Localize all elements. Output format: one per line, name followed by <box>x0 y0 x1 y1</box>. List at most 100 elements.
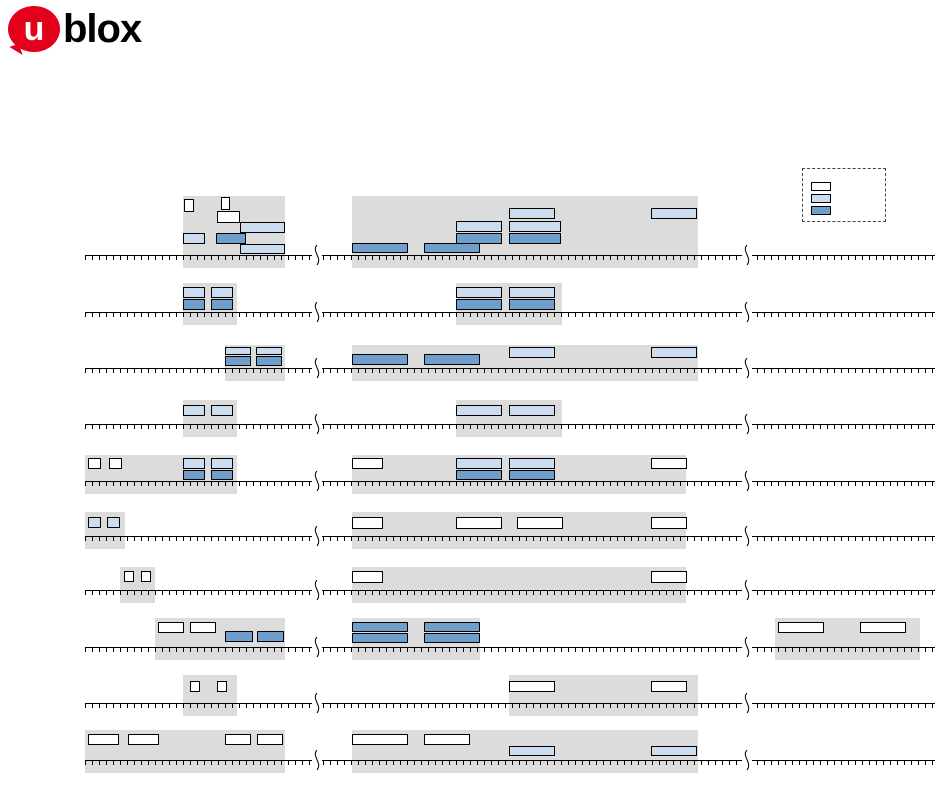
message-box-light <box>256 347 282 355</box>
message-box-dark <box>456 470 502 480</box>
message-box-white <box>651 681 687 692</box>
message-box-light <box>211 405 233 416</box>
axis-break-squiggle <box>740 749 754 771</box>
message-box-light <box>183 233 205 244</box>
timeline-axis-10 <box>85 760 935 761</box>
message-box-white <box>352 734 408 745</box>
message-box-dark <box>424 622 480 632</box>
axis-break-gap <box>312 589 322 597</box>
axis-break-gap <box>312 254 322 262</box>
message-box-light <box>509 405 555 416</box>
timeline-axis-4 <box>85 424 935 425</box>
message-box-dark <box>456 299 502 310</box>
message-box-light <box>183 405 205 416</box>
axis-break-gap <box>742 480 752 488</box>
axis-break-squiggle <box>310 636 324 658</box>
message-box-white <box>424 734 470 745</box>
tick-marks <box>85 313 935 317</box>
message-box-light <box>225 347 251 355</box>
tick-marks <box>85 704 935 708</box>
axis-break-squiggle <box>310 244 324 266</box>
ublox-logo: u blox <box>8 6 142 52</box>
timeline-axis-7 <box>85 590 935 591</box>
axis-break-squiggle <box>740 579 754 601</box>
axis-break-squiggle <box>310 692 324 714</box>
message-box-dark <box>225 631 253 642</box>
logo-bubble-letter: u <box>23 10 45 48</box>
highlight-band <box>352 567 686 603</box>
legend-box <box>802 168 886 222</box>
axis-break-squiggle <box>740 636 754 658</box>
message-box-white <box>190 622 216 633</box>
axis-break-gap <box>742 367 752 375</box>
message-box-white <box>88 734 119 745</box>
message-box-dark <box>352 243 408 253</box>
message-box-white <box>217 681 227 692</box>
message-box-white <box>517 517 563 529</box>
message-box-light <box>509 221 561 232</box>
message-box-white <box>128 734 159 745</box>
message-box-light <box>240 222 285 233</box>
message-box-dark <box>424 243 480 253</box>
message-box-white <box>509 681 555 692</box>
message-box-light <box>183 458 205 469</box>
message-box-light <box>509 208 555 219</box>
timeline-axis-9 <box>85 703 935 704</box>
timeline-axis-6 <box>85 536 935 537</box>
axis-break-gap <box>742 535 752 543</box>
axis-break-gap <box>312 311 322 319</box>
logo-wordmark: blox <box>63 6 142 51</box>
axis-break-gap <box>312 423 322 431</box>
message-box-light <box>456 458 502 469</box>
message-box-white <box>158 622 184 633</box>
tick-marks <box>85 369 935 373</box>
ublox-logo-bubble: u <box>8 6 60 52</box>
axis-break-gap <box>312 759 322 767</box>
axis-break-squiggle <box>740 357 754 379</box>
message-box-white <box>352 517 383 529</box>
message-box-light <box>651 347 697 358</box>
message-box-light <box>651 746 697 756</box>
axis-break-squiggle <box>310 301 324 323</box>
timeline-axis-3 <box>85 368 935 369</box>
axis-break-gap <box>312 480 322 488</box>
message-box-white <box>651 517 687 529</box>
axis-break-squiggle <box>740 692 754 714</box>
axis-break-gap <box>312 646 322 654</box>
message-box-white <box>352 571 383 583</box>
message-box-white <box>88 458 101 469</box>
message-box-white <box>257 734 283 745</box>
message-box-light <box>456 405 502 416</box>
axis-break-gap <box>312 367 322 375</box>
axis-break-squiggle <box>740 470 754 492</box>
message-box-light <box>456 287 502 298</box>
message-box-dark <box>509 233 561 244</box>
message-box-white <box>184 199 194 212</box>
legend-swatch-white-message <box>811 182 831 191</box>
axis-break-gap <box>312 702 322 710</box>
axis-break-gap <box>742 589 752 597</box>
tick-marks <box>85 761 935 765</box>
message-box-dark <box>225 356 251 366</box>
message-box-light <box>509 746 555 756</box>
axis-break-gap <box>742 759 752 767</box>
message-box-dark <box>183 470 205 480</box>
message-box-dark <box>509 470 555 480</box>
message-box-dark <box>256 356 282 366</box>
axis-break-squiggle <box>740 244 754 266</box>
message-box-white <box>860 622 906 633</box>
tick-marks <box>85 648 935 652</box>
axis-break-squiggle <box>310 357 324 379</box>
message-box-light <box>509 458 555 469</box>
axis-break-squiggle <box>310 525 324 547</box>
message-box-white <box>124 571 134 582</box>
message-box-dark <box>352 622 408 632</box>
message-box-dark <box>509 299 555 310</box>
message-box-dark <box>211 470 233 480</box>
message-box-light <box>651 208 697 219</box>
message-box-white <box>141 571 151 582</box>
axis-break-squiggle <box>310 579 324 601</box>
tick-marks <box>85 482 935 486</box>
message-box-light <box>509 347 555 358</box>
